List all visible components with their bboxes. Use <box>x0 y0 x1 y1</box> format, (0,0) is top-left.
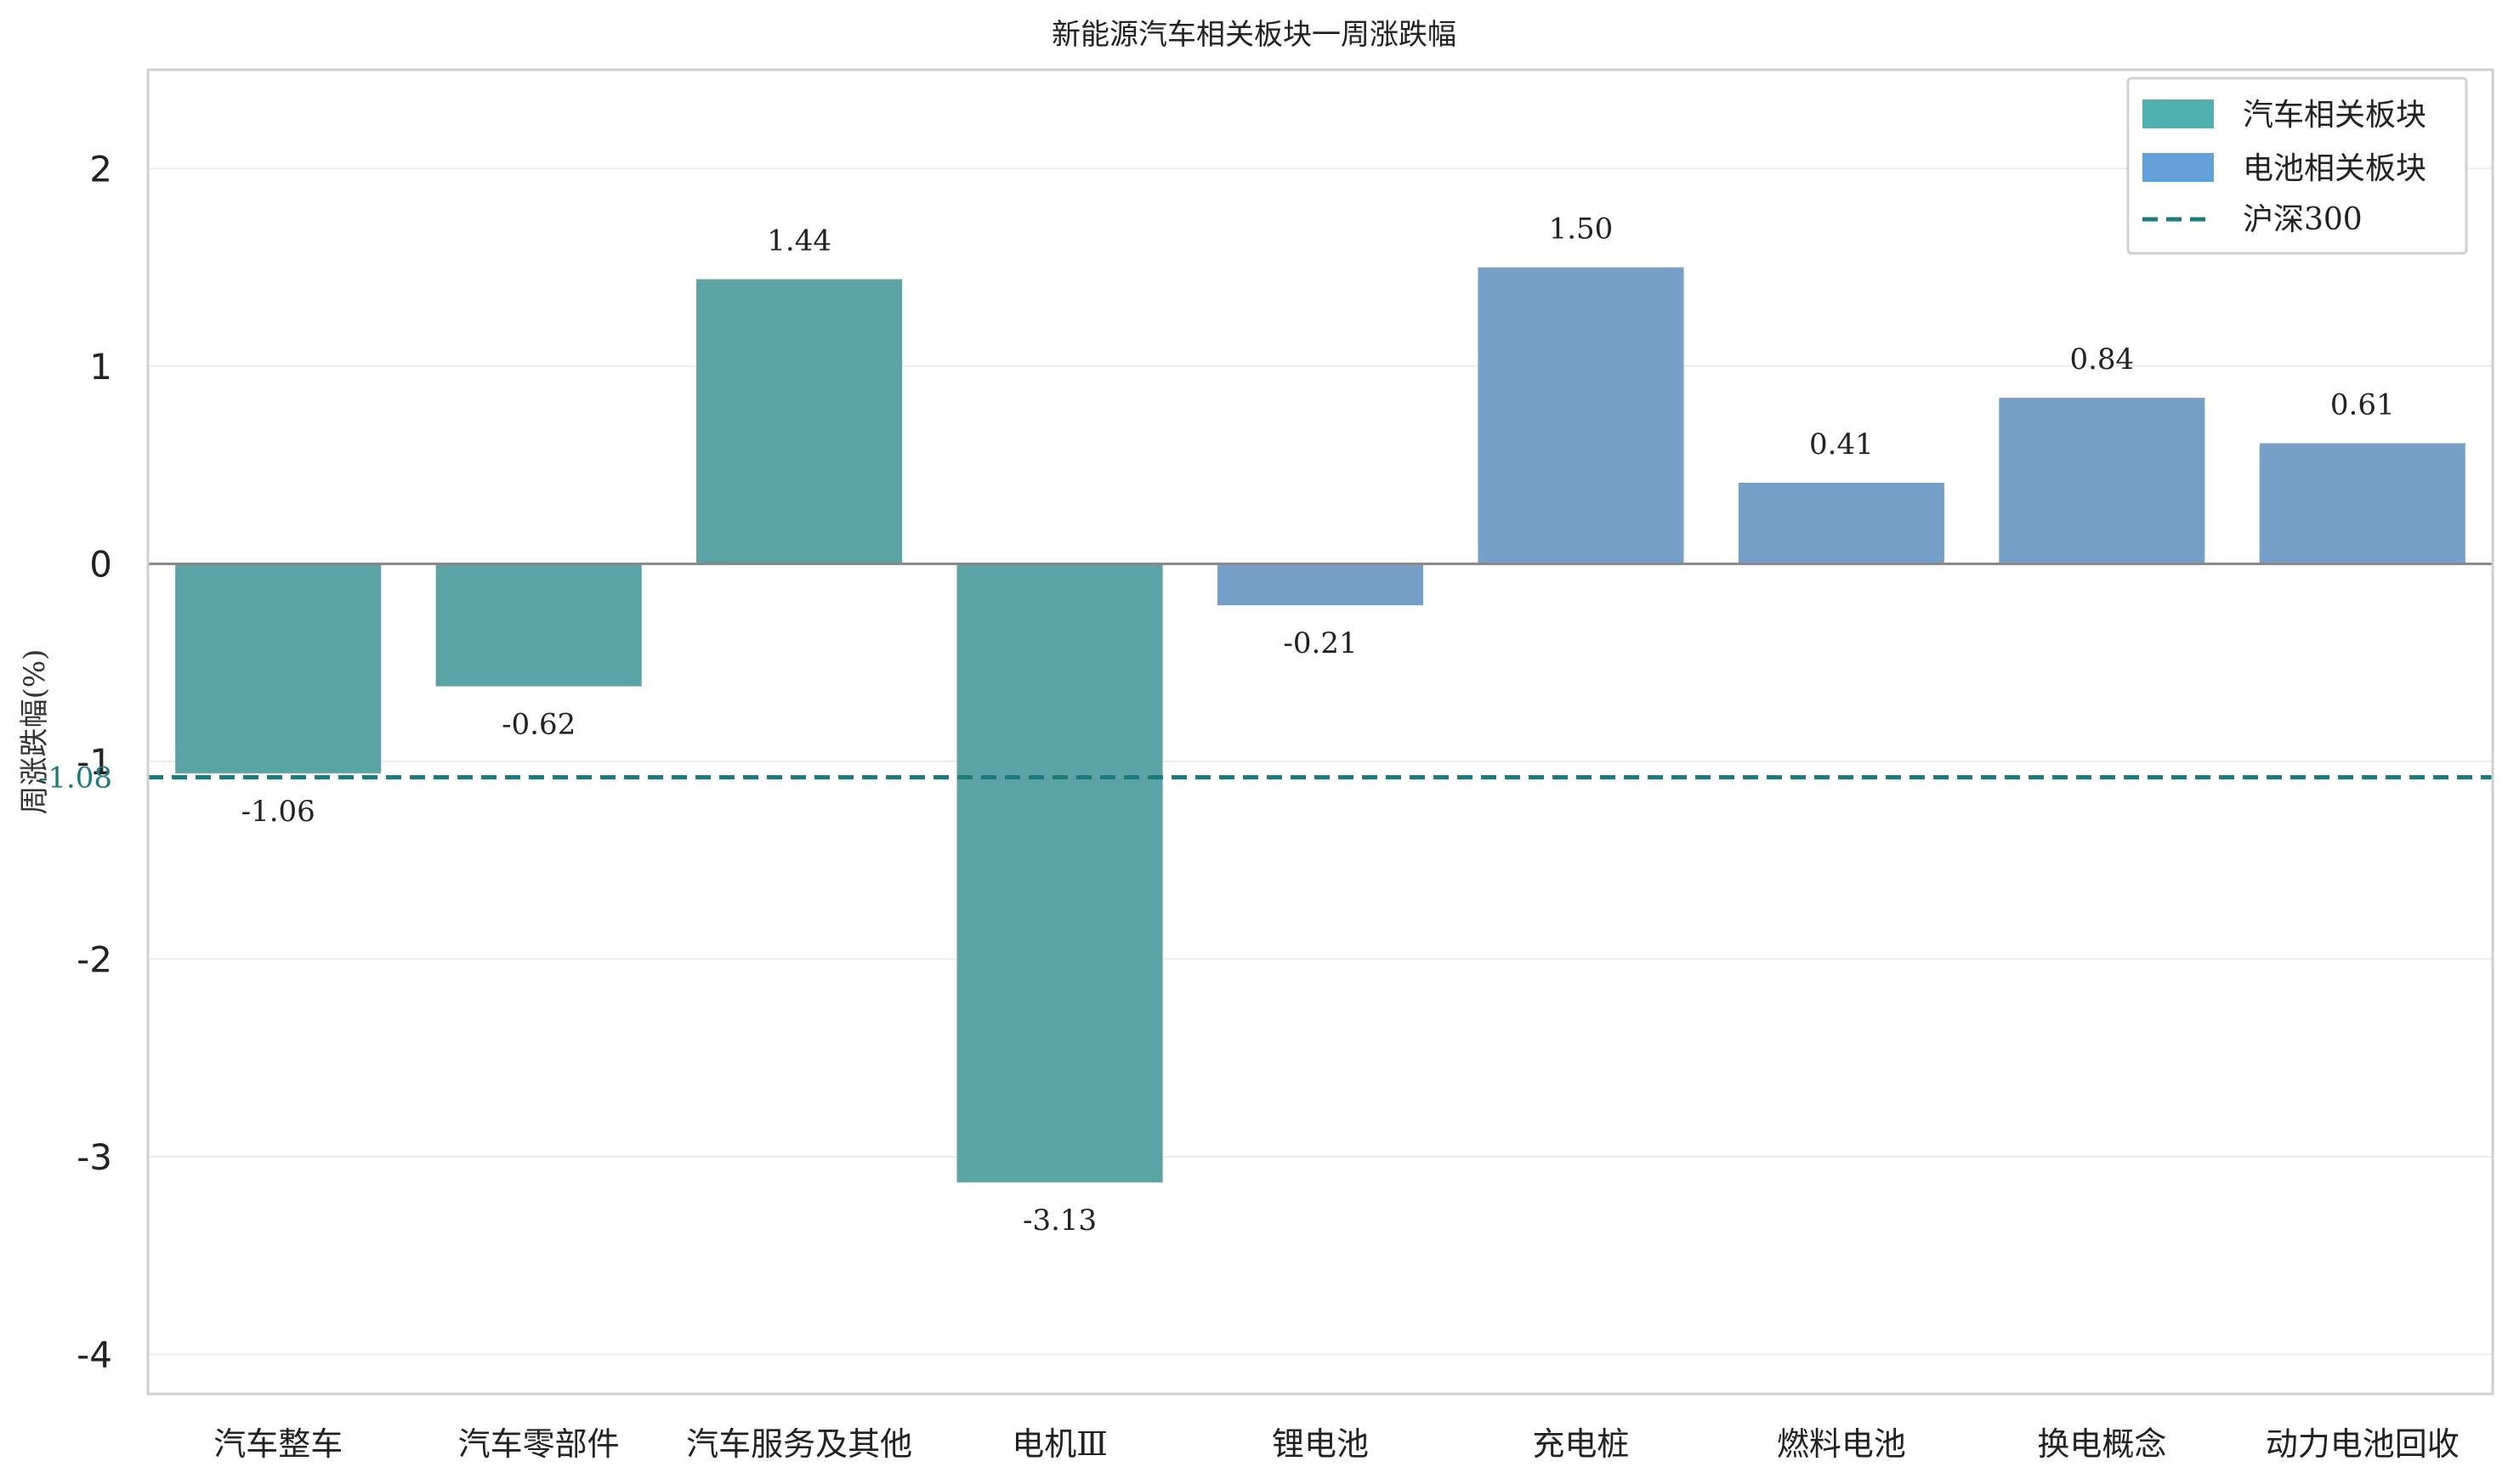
y-tick-label: -2 <box>77 938 112 980</box>
bar <box>1999 398 2205 564</box>
value-label: 1.50 <box>1549 212 1614 246</box>
value-labels: -1.06 -0.62 1.44 -3.13 -0.21 1.50 0.41 0.84 0.61 <box>241 212 2395 1238</box>
bar <box>1217 564 1424 606</box>
bar <box>696 279 903 564</box>
value-label: 0.84 <box>2069 343 2134 377</box>
bar <box>435 564 642 687</box>
legend-label-reference: 沪深300 <box>2243 202 2363 237</box>
legend-swatch-auto <box>2142 99 2214 128</box>
x-tick-label: 电机Ⅲ <box>1012 1425 1108 1463</box>
value-label: -3.13 <box>1023 1204 1097 1238</box>
x-tick-label: 充电桩 <box>1532 1425 1629 1463</box>
y-tick-label: -4 <box>77 1334 112 1375</box>
value-label: -0.62 <box>502 708 576 742</box>
x-tick-label: 汽车服务及其他 <box>686 1425 912 1463</box>
legend-swatch-battery <box>2142 153 2214 182</box>
bar <box>1738 483 1944 564</box>
x-tick-label: 换电概念 <box>2037 1425 2166 1463</box>
bars <box>175 267 2465 1183</box>
bar <box>1478 267 1684 564</box>
y-tick-label: 1 <box>89 346 112 388</box>
y-tick-label: 2 <box>89 148 112 190</box>
legend: 汽车相关板块 电池相关板块 沪深300 <box>2126 76 2468 255</box>
value-label: -0.21 <box>1283 626 1357 660</box>
x-tick-label: 动力电池回收 <box>2266 1425 2460 1463</box>
bar <box>2259 443 2465 564</box>
legend-label-auto: 汽车相关板块 <box>2243 98 2426 133</box>
y-tick-label: -1 <box>77 741 112 783</box>
value-label: 0.61 <box>2330 388 2395 422</box>
x-tick-label: 燃料电池 <box>1777 1425 1906 1463</box>
plot-frame <box>146 68 2494 1396</box>
value-label: 1.44 <box>767 224 831 258</box>
x-tick-label: 汽车整车 <box>213 1425 343 1463</box>
legend-label-battery: 电池相关板块 <box>2243 151 2426 186</box>
y-tick-labels: 2 1 0 -1 -2 -3 -4 <box>77 148 112 1375</box>
chart-title: 新能源汽车相关板块一周涨跌幅 <box>1052 18 1456 52</box>
y-tick-label: 0 <box>89 543 112 585</box>
x-tick-labels: 汽车整车 汽车零部件 汽车服务及其他 电机Ⅲ 锂电池 充电桩 燃料电池 换电概念 动力电池回收 <box>213 1425 2460 1463</box>
y-tick-label: -3 <box>77 1136 112 1178</box>
reference-line-label: -1.08 <box>38 761 112 795</box>
value-label: -1.06 <box>241 795 315 829</box>
x-tick-label: 锂电池 <box>1272 1425 1369 1463</box>
grid-lines <box>148 167 2493 1356</box>
bar <box>956 564 1163 1183</box>
bar <box>175 564 382 773</box>
y-axis-label: 周涨跌幅(%) <box>18 649 52 815</box>
x-tick-label: 汽车零部件 <box>458 1425 620 1463</box>
value-label: 0.41 <box>1809 428 1874 462</box>
